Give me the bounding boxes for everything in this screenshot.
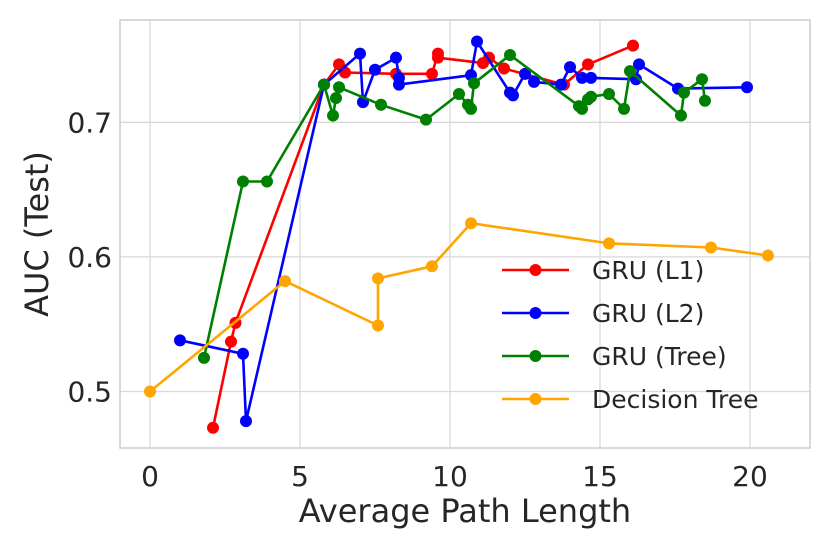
x-axis-label: Average Path Length — [299, 492, 631, 530]
x-tick-label: 20 — [732, 460, 768, 493]
data-point-gru-l1 — [582, 58, 594, 71]
data-point-gru-tree — [618, 102, 630, 115]
plot-frame — [119, 19, 811, 449]
data-point-gru-tree — [468, 77, 480, 90]
data-point-gru-tree — [420, 113, 432, 126]
legend-label: GRU (L2) — [592, 299, 704, 328]
data-point-gru-l1 — [225, 335, 237, 348]
data-point-gru-tree — [585, 90, 597, 103]
x-tick-label: 5 — [291, 460, 309, 493]
legend-label: Decision Tree — [592, 385, 758, 414]
data-point-gru-l1 — [627, 39, 639, 52]
data-point-gru-tree — [675, 109, 687, 122]
y-tick-label: 0.6 — [67, 241, 112, 274]
legend-swatch-marker — [529, 393, 542, 405]
data-point-gru-l2 — [390, 51, 402, 64]
data-point-gru-tree — [327, 109, 339, 122]
data-point-decision-tree — [762, 249, 774, 262]
data-point-decision-tree — [279, 275, 291, 288]
grid — [120, 20, 810, 448]
data-point-gru-l1 — [498, 62, 510, 75]
plot-background — [120, 20, 810, 448]
legend-swatch-marker — [529, 264, 542, 276]
data-point-gru-l1 — [426, 67, 438, 80]
legend-label: GRU (Tree) — [592, 342, 727, 371]
data-point-decision-tree — [372, 272, 384, 285]
data-point-gru-l2 — [354, 47, 366, 60]
legend-item-gru-l1: GRU (L1) — [502, 256, 704, 285]
x-tick-label: 0 — [141, 460, 159, 493]
data-point-gru-l1 — [339, 66, 351, 79]
data-point-gru-tree — [678, 86, 690, 99]
legend: GRU (L1) GRU (L2) GRU (Tree) Decision Tree — [502, 256, 758, 414]
y-axis-label: AUC (Test) — [18, 151, 56, 317]
data-point-gru-tree — [576, 102, 588, 115]
data-point-decision-tree — [372, 319, 384, 332]
data-point-gru-l2 — [471, 35, 483, 48]
data-point-gru-l2 — [369, 63, 381, 76]
legend-item-gru-l2: GRU (L2) — [502, 299, 704, 328]
data-point-gru-tree — [465, 102, 477, 115]
data-point-gru-l2 — [393, 78, 405, 91]
series-gru-tree — [198, 48, 711, 364]
data-point-gru-l2 — [633, 58, 645, 71]
data-point-gru-l2 — [528, 75, 540, 88]
legend-item-gru-tree: GRU (Tree) — [502, 342, 727, 371]
data-point-gru-tree — [261, 175, 273, 188]
data-point-gru-l2 — [519, 67, 531, 80]
data-point-gru-l2 — [237, 347, 249, 360]
data-point-gru-l2 — [555, 78, 567, 91]
data-point-gru-tree — [453, 88, 465, 101]
data-point-gru-tree — [504, 48, 516, 61]
data-point-gru-tree — [624, 65, 636, 78]
data-point-decision-tree — [705, 241, 717, 254]
data-point-gru-l1 — [432, 51, 444, 64]
data-point-gru-tree — [237, 175, 249, 188]
data-point-gru-l1 — [207, 421, 219, 434]
data-point-gru-tree — [375, 98, 387, 111]
x-tick-label: 10 — [432, 460, 468, 493]
data-point-decision-tree — [603, 237, 615, 250]
tick-labels: 0 5 10 15 20 0.5 0.6 0.7 — [67, 106, 767, 493]
y-tick-label: 0.5 — [67, 375, 112, 408]
data-point-gru-tree — [699, 94, 711, 107]
data-point-gru-tree — [696, 73, 708, 86]
data-point-gru-l2 — [576, 71, 588, 84]
data-point-gru-l2 — [240, 415, 252, 428]
data-point-gru-l2 — [564, 61, 576, 74]
data-point-decision-tree — [144, 385, 156, 398]
y-tick-label: 0.7 — [67, 106, 112, 139]
data-point-gru-tree — [198, 351, 210, 364]
series-layer — [144, 35, 774, 434]
data-point-decision-tree — [465, 217, 477, 230]
data-point-gru-l2 — [585, 71, 597, 84]
legend-label: GRU (L1) — [592, 256, 704, 285]
legend-item-decision-tree: Decision Tree — [502, 385, 758, 414]
legend-swatch-marker — [529, 307, 542, 319]
x-tick-label: 15 — [582, 460, 618, 493]
data-point-gru-tree — [330, 92, 342, 105]
series-decision-tree — [144, 217, 774, 398]
data-point-decision-tree — [426, 260, 438, 273]
data-point-gru-tree — [318, 78, 330, 91]
data-point-gru-l2 — [741, 81, 753, 94]
data-point-gru-l2 — [174, 334, 186, 347]
data-point-gru-tree — [333, 81, 345, 94]
data-point-gru-l2 — [507, 89, 519, 102]
legend-swatch-marker — [529, 350, 542, 362]
data-point-gru-tree — [603, 88, 615, 101]
